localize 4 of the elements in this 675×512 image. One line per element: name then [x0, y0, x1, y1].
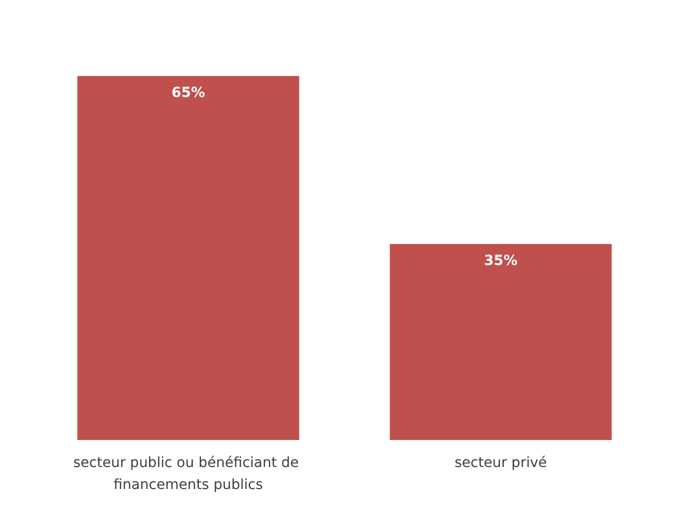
x-tick-label: secteur privé [454, 455, 547, 471]
data-label: 65% [171, 85, 206, 101]
x-tick-label: secteur public ou bénéficiant de financements publics [73, 455, 304, 493]
data-label: 35% [484, 253, 518, 269]
